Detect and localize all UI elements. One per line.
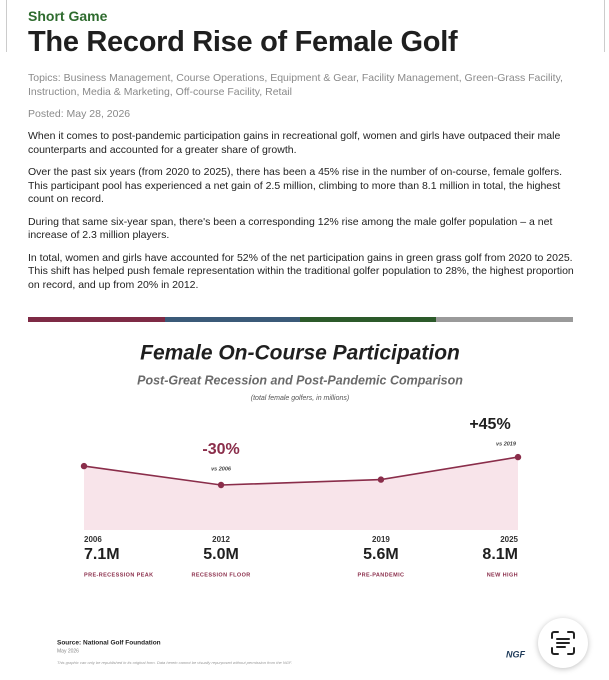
logo: NGF bbox=[506, 649, 526, 659]
point-label: PRE-RECESSION PEAK bbox=[84, 572, 154, 578]
point bbox=[217, 481, 225, 489]
scan-button[interactable] bbox=[538, 618, 588, 668]
value-label: 5.6M bbox=[363, 546, 399, 563]
year-label: 2025 bbox=[500, 535, 518, 544]
paragraph: When it comes to post-pandemic participa… bbox=[28, 130, 561, 156]
value-label: 5.0M bbox=[203, 546, 239, 563]
fine-print: This graphic can only be republished in … bbox=[57, 660, 292, 665]
chart-note: (total female golfers, in millions) bbox=[251, 395, 349, 402]
point-label: RECESSION FLOOR bbox=[191, 572, 250, 578]
chart-subtitle: Post-Great Recession and Post-Pandemic C… bbox=[137, 373, 463, 387]
annotation: -30% bbox=[202, 441, 239, 458]
value-label: 8.1M bbox=[482, 546, 518, 563]
annotation-note: vs 2006 bbox=[211, 466, 232, 472]
paragraph: Over the past six years (from 2020 to 20… bbox=[28, 166, 563, 205]
line bbox=[83, 456, 519, 486]
stripe bbox=[436, 317, 573, 322]
stripe bbox=[165, 317, 300, 322]
point bbox=[377, 476, 385, 483]
source: Source: National Golf Foundation bbox=[57, 640, 161, 647]
point-label: PRE-PANDEMIC bbox=[358, 572, 405, 578]
point bbox=[80, 462, 88, 470]
topics: Topics: Business Management, Course Oper… bbox=[28, 72, 563, 98]
title: The Record Rise of Female Golf bbox=[28, 26, 458, 58]
point bbox=[514, 453, 522, 461]
frame bbox=[6, 0, 7, 52]
chart-title: Female On-Course Participation bbox=[140, 342, 460, 365]
date: May 2026 bbox=[57, 648, 79, 654]
chart: Female On-Course Participation Post-Grea… bbox=[57, 342, 526, 666]
annotation: +45% bbox=[469, 416, 510, 433]
year-label: 2006 bbox=[84, 535, 102, 544]
value-label: 7.1M bbox=[84, 546, 120, 563]
annotation-note: vs 2019 bbox=[496, 441, 517, 447]
posted-date: Posted: May 28, 2026 bbox=[28, 108, 131, 120]
article-body: When it comes to post-pandemic participa… bbox=[28, 130, 578, 301]
stripe bbox=[28, 317, 165, 322]
stripe bbox=[300, 317, 436, 322]
paragraph: During that same six-year span, there's … bbox=[28, 215, 553, 242]
year-label: 2019 bbox=[372, 535, 390, 544]
year-label: 2012 bbox=[212, 535, 230, 544]
scan-icon bbox=[551, 631, 575, 655]
point-label: NEW HIGH bbox=[487, 572, 518, 578]
frame bbox=[604, 0, 605, 52]
paragraph: In total, women and girls have accounted… bbox=[28, 251, 574, 291]
kicker: Short Game bbox=[28, 8, 108, 24]
